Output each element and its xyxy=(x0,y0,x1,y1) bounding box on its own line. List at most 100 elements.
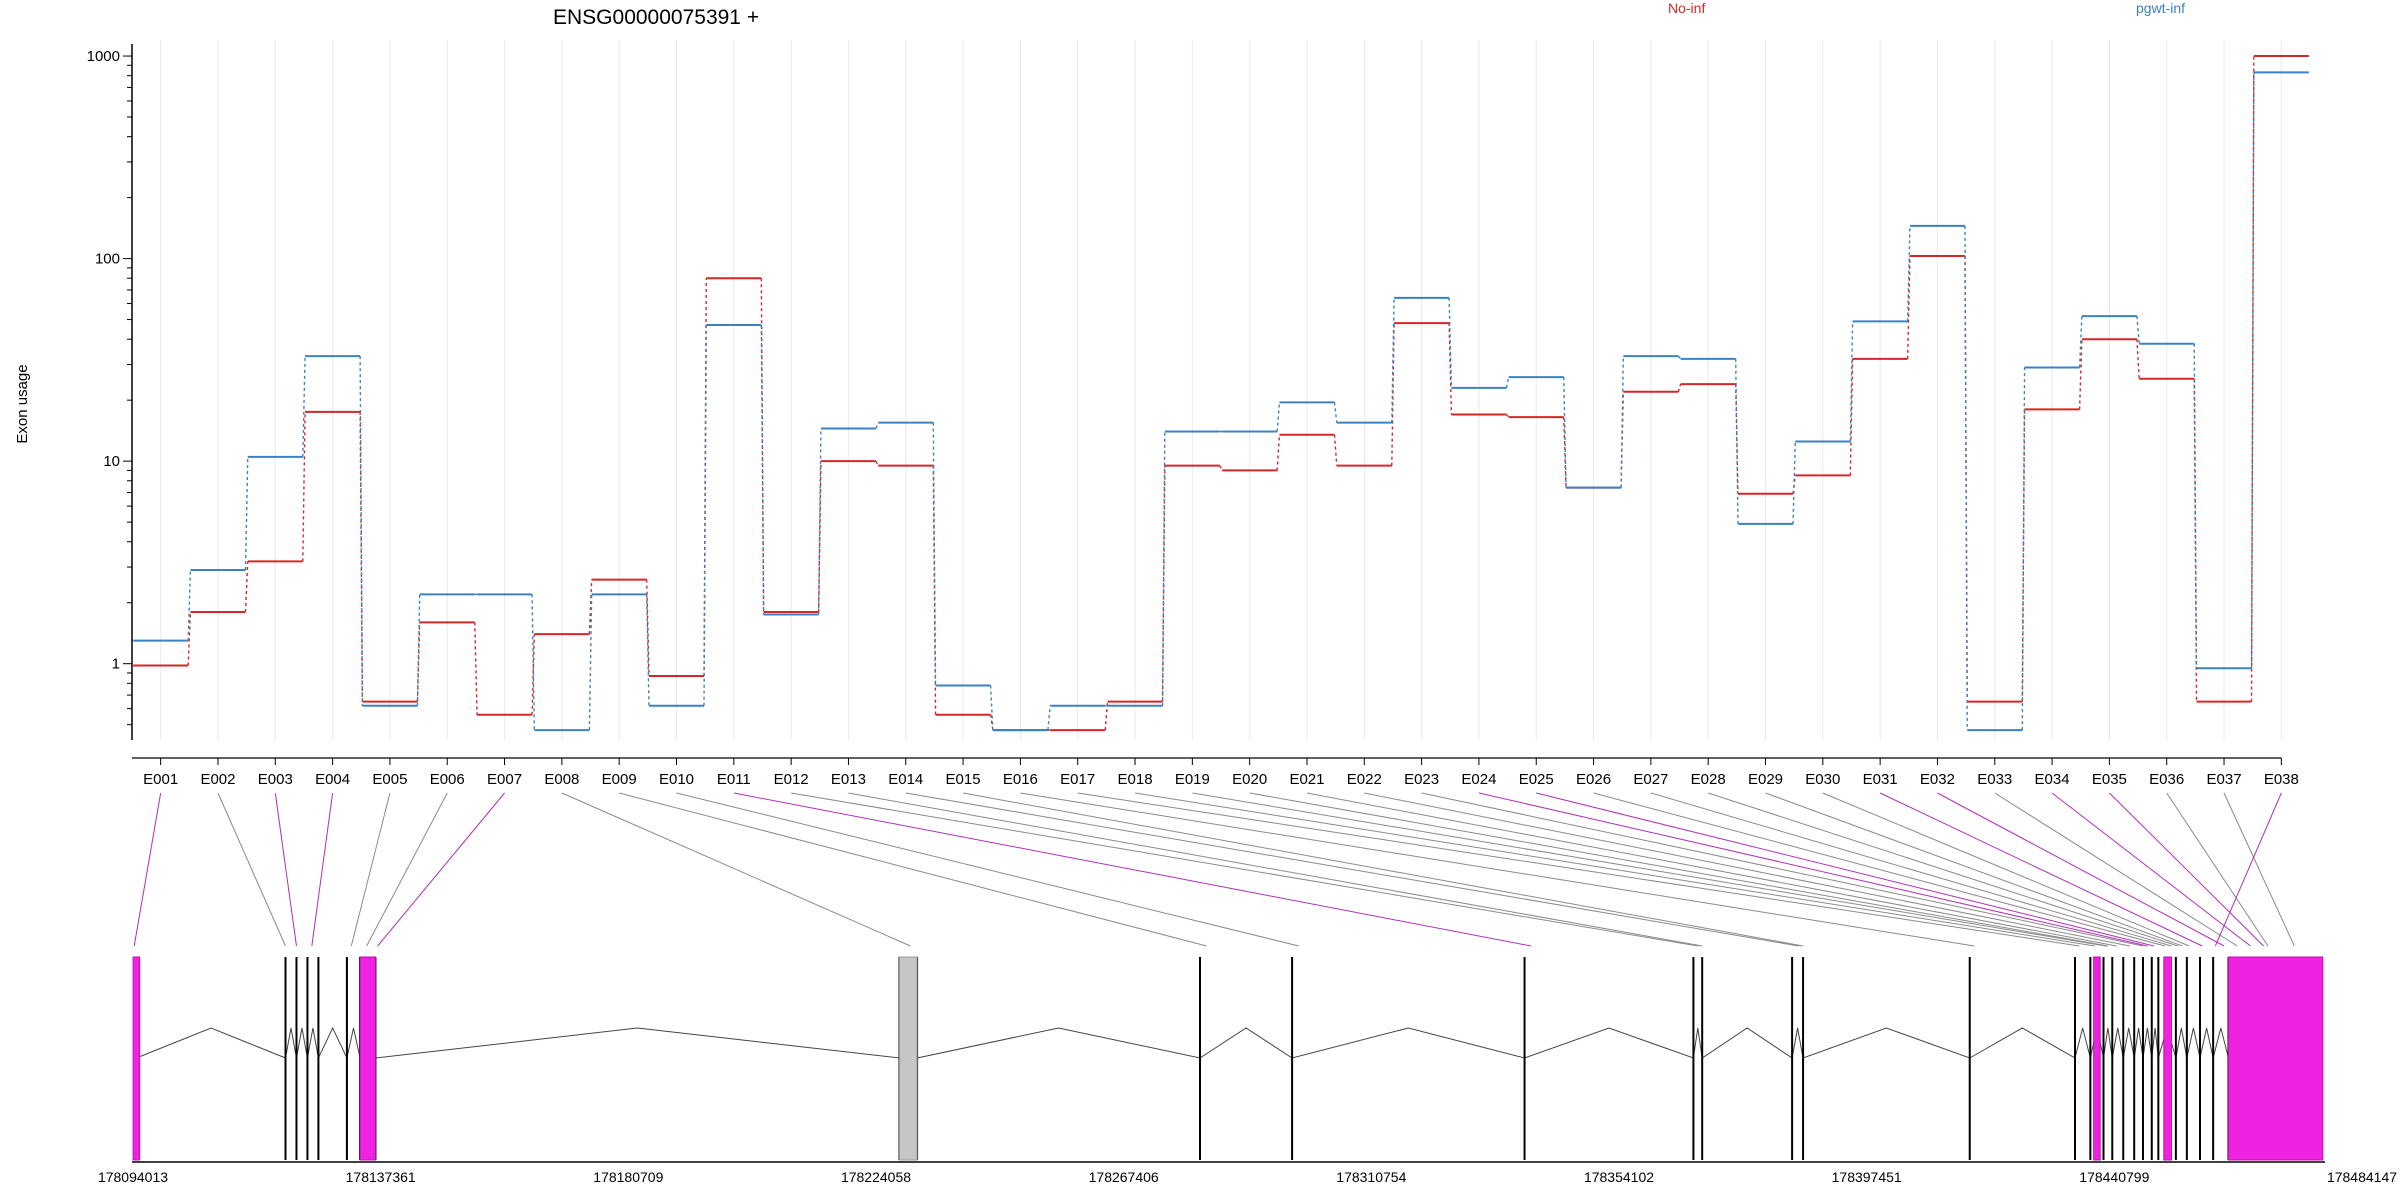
series-connector xyxy=(875,422,879,429)
exon-connector xyxy=(1306,792,2117,947)
gene-model xyxy=(132,956,2324,1161)
exon-connector xyxy=(311,792,334,947)
x-tick-label: E023 xyxy=(1404,771,1439,788)
highlighted-exon-block xyxy=(2093,956,2101,1161)
x-tick-label: E033 xyxy=(1977,771,2012,788)
exon-connector xyxy=(1192,792,2106,947)
exon-connector xyxy=(1421,792,2144,947)
x-tick-label: E027 xyxy=(1633,771,1668,788)
x-tick-label: E017 xyxy=(1060,771,1095,788)
exon-connector xyxy=(1650,792,2172,947)
coordinate-tick-label: 178224058 xyxy=(841,1169,911,1185)
series-connector xyxy=(1219,465,1223,471)
x-tick-label: E021 xyxy=(1289,771,1324,788)
series-connector xyxy=(2136,316,2140,344)
highlighted-exon-block xyxy=(132,956,141,1161)
exon-connector xyxy=(2223,792,2295,947)
series-connector xyxy=(760,324,765,615)
series-connector xyxy=(1620,356,1625,488)
series-connector xyxy=(1104,701,1109,731)
x-tick-label: E024 xyxy=(1461,771,1496,788)
series-connector xyxy=(1333,402,1338,423)
x-tick-label: E022 xyxy=(1347,771,1382,788)
genomic-coordinate-axis: 178094013 178137361 178180709 178224058 1782… xyxy=(98,1161,2397,1185)
series-connector xyxy=(875,460,879,466)
x-tick-label: E032 xyxy=(1920,771,1955,788)
x-tick-label: E006 xyxy=(430,771,465,788)
series-connector xyxy=(2193,378,2198,702)
exon-connector xyxy=(1708,792,2179,947)
series-connector xyxy=(1505,414,1510,418)
exon-connector xyxy=(1077,792,2080,947)
coordinate-tick-label: 178310754 xyxy=(1336,1169,1406,1185)
highlighted-exon-block xyxy=(359,956,376,1161)
exon-connector xyxy=(791,792,1698,947)
series-lines xyxy=(133,55,2309,732)
series-connector xyxy=(817,461,822,612)
x-tick-label: E036 xyxy=(2149,771,2184,788)
series-connector xyxy=(1792,441,1797,524)
coordinate-tick-label: 178137361 xyxy=(346,1169,416,1185)
exon-connector xyxy=(1937,792,2225,947)
x-tick-label: E001 xyxy=(143,771,178,788)
exon-connector xyxy=(1536,792,2155,947)
exon-connector xyxy=(2166,792,2269,947)
x-tick-label: E016 xyxy=(1003,771,1038,788)
series-connector xyxy=(187,570,192,641)
x-tick-label: E014 xyxy=(888,771,923,788)
series-connector xyxy=(2193,343,2198,669)
x-tick-label: E009 xyxy=(602,771,637,788)
exon-connector xyxy=(217,792,286,947)
y-axis-label: Exon usage xyxy=(14,364,31,443)
exon-connector xyxy=(619,792,1207,947)
exon-connector xyxy=(1020,792,1975,947)
x-tick-label: E038 xyxy=(2264,771,2299,788)
x-tick-label: E030 xyxy=(1805,771,1840,788)
exon-connector xyxy=(1822,792,2190,947)
series-connector xyxy=(2078,339,2083,410)
series-connector xyxy=(1563,377,1567,488)
y-tick-label: 10 xyxy=(103,453,120,470)
series-connector xyxy=(302,356,306,457)
series-No-inf xyxy=(133,55,2309,732)
series-connector xyxy=(1505,376,1510,389)
series-connector xyxy=(1677,383,1682,392)
coordinate-tick-label: 178484147 xyxy=(2327,1169,2397,1185)
x-tick-label: E003 xyxy=(258,771,293,788)
series-connector xyxy=(1906,255,1911,359)
exon-block xyxy=(899,956,918,1161)
exon-connector xyxy=(561,792,911,947)
series-connector xyxy=(2021,367,2026,731)
chart-title: ENSG00000075391 + xyxy=(553,6,759,29)
exon-connector xyxy=(366,792,448,947)
x-tick-label: E034 xyxy=(2035,771,2070,788)
x-tick-label: E010 xyxy=(659,771,694,788)
series-connector xyxy=(244,561,249,613)
coordinate-tick-label: 178440799 xyxy=(2079,1169,2149,1185)
x-tick-label: E005 xyxy=(372,771,407,788)
exon-connector xyxy=(133,792,162,947)
exon-connector xyxy=(1879,792,2203,947)
x-tick-label: E025 xyxy=(1519,771,1554,788)
series-connector xyxy=(187,611,192,666)
coordinate-tick-label: 178180709 xyxy=(593,1169,663,1185)
series-connector xyxy=(302,411,306,562)
x-tick-label: E002 xyxy=(200,771,235,788)
series-connector xyxy=(1849,321,1854,442)
series-connector xyxy=(2136,339,2140,379)
series-connector xyxy=(1276,434,1281,471)
exon-connector xyxy=(377,792,505,947)
y-tick-label: 100 xyxy=(95,251,120,268)
exon-connector xyxy=(1765,792,2183,947)
series-connector xyxy=(1906,225,1911,322)
exon-connector xyxy=(1249,792,2108,947)
coordinate-tick-label: 178354102 xyxy=(1584,1169,1654,1185)
series-connector xyxy=(989,685,994,731)
series-connector xyxy=(416,622,421,702)
exon-connector xyxy=(350,792,391,947)
x-tick-label: E029 xyxy=(1748,771,1783,788)
intron-path xyxy=(136,1026,2229,1060)
x-tick-label: E008 xyxy=(544,771,579,788)
exon-connector xyxy=(2051,792,2251,947)
